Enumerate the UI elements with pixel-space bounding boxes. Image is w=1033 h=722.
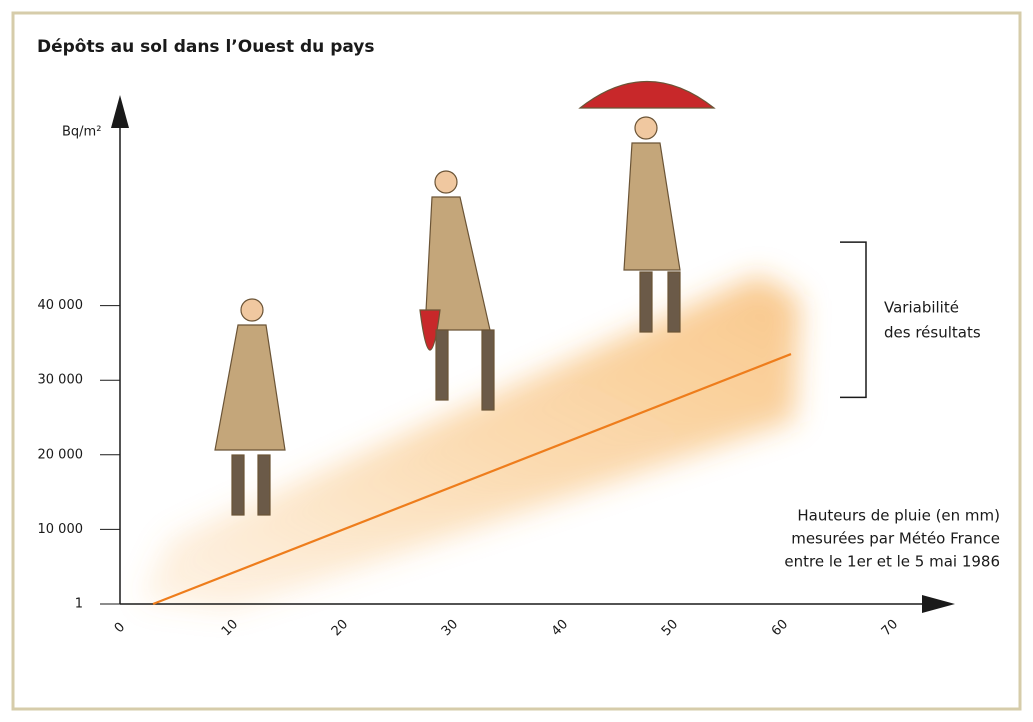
y-tick-label: 1 (75, 597, 83, 612)
chart-title: Dépôts au sol dans l’Ouest du pays (37, 37, 375, 57)
y-axis-label: Bq/m² (62, 125, 101, 140)
x-axis-label: Hauteurs de pluie (en mm) (797, 507, 1000, 525)
annotation: des résultats (884, 323, 981, 341)
y-tick-label: 10 000 (38, 522, 84, 537)
chart: Dépôts au sol dans l’Ouest du pays Bq/m²… (0, 0, 1033, 722)
y-tick-label: 20 000 (38, 447, 84, 462)
y-tick-label: 30 000 (38, 373, 84, 388)
y-tick-label: 40 000 (38, 298, 84, 313)
annotation: Variabilité (884, 298, 959, 316)
x-axis-label: mesurées par Météo France (791, 530, 1000, 548)
x-axis-label: entre le 1er et le 5 mai 1986 (784, 553, 1000, 571)
